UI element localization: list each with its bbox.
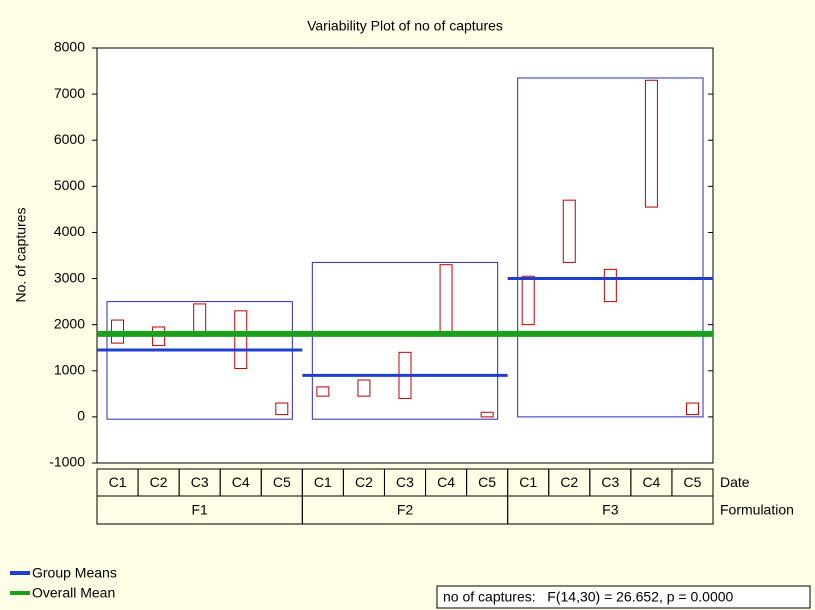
y-tick-label: 1000	[54, 361, 85, 377]
y-tick-label: 3000	[54, 269, 85, 285]
date-label: C3	[396, 474, 414, 490]
date-label: C1	[109, 474, 127, 490]
date-label: C4	[437, 474, 455, 490]
range-box	[603, 268, 617, 303]
range-box	[521, 275, 535, 326]
y-tick-label: 4000	[54, 223, 85, 239]
formulation-label: F2	[397, 502, 414, 518]
date-label: C2	[150, 474, 168, 490]
plot-area	[96, 47, 714, 464]
annotation-box	[436, 585, 811, 609]
y-axis-label: No. of captures	[13, 208, 29, 303]
range-box	[562, 199, 576, 263]
y-tick-label: 2000	[54, 315, 85, 331]
legend-label: Overall Mean	[32, 585, 115, 601]
y-tick-label: 0	[77, 408, 85, 424]
range-box	[234, 310, 248, 369]
annotation: no of captures: F(14,30) = 26.652, p = 0…	[443, 589, 734, 605]
group-range-box	[311, 261, 499, 420]
outer-factor-label: Formulation	[720, 502, 794, 518]
date-label: C5	[273, 474, 291, 490]
y-tick-label: 5000	[54, 177, 85, 193]
y-tick-label: 8000	[54, 39, 85, 55]
date-label: C1	[314, 474, 332, 490]
date-label: C3	[191, 474, 209, 490]
date-label: C2	[560, 474, 578, 490]
group-range-box	[517, 77, 704, 418]
inner-factor-label: Date	[720, 474, 750, 490]
y-tick-label: 7000	[54, 85, 85, 101]
range-box	[480, 411, 494, 418]
date-label: C1	[519, 474, 537, 490]
date-label: C2	[355, 474, 373, 490]
date-label: C4	[232, 474, 250, 490]
range-box	[275, 402, 289, 416]
range-box	[644, 79, 658, 208]
date-label: C5	[684, 474, 702, 490]
date-label: C4	[642, 474, 660, 490]
y-tick-label: -1000	[49, 454, 85, 470]
range-box	[685, 402, 699, 416]
legend-label: Group Means	[32, 565, 117, 581]
group-range-box	[106, 301, 293, 420]
chart-title: Variability Plot of no of captures	[307, 18, 503, 34]
date-label: C3	[601, 474, 619, 490]
range-box	[357, 379, 371, 397]
date-label: C5	[478, 474, 496, 490]
formulation-label: F3	[602, 502, 619, 518]
formulation-cell	[507, 495, 714, 525]
formulation-label: F1	[191, 502, 208, 518]
range-box	[316, 386, 330, 397]
y-tick-label: 6000	[54, 131, 85, 147]
